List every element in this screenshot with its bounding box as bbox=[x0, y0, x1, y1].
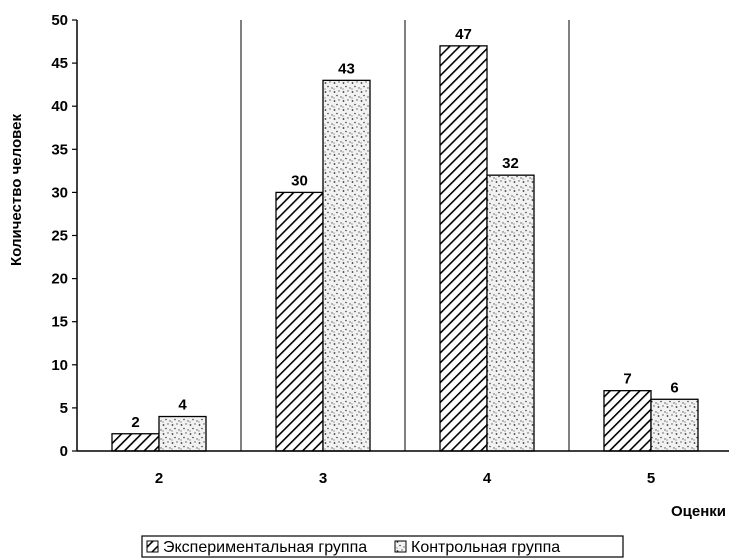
x-axis-title: Оценки bbox=[671, 503, 726, 520]
y-tick-label: 20 bbox=[51, 271, 68, 288]
legend-swatch-experimental bbox=[146, 540, 159, 553]
x-tick-label: 5 bbox=[647, 470, 655, 487]
legend: Экспериментальная группа Контрольная гру… bbox=[141, 535, 624, 558]
bar-experimental bbox=[275, 191, 324, 452]
y-tick-label: 35 bbox=[51, 141, 68, 158]
y-tick-label: 50 bbox=[51, 12, 68, 29]
bar-experimental bbox=[603, 390, 652, 452]
y-tick-label: 40 bbox=[51, 98, 68, 115]
data-label: 43 bbox=[338, 60, 355, 77]
y-tick-label: 0 bbox=[60, 443, 68, 460]
category-separators bbox=[240, 20, 570, 451]
y-tick-label: 30 bbox=[51, 184, 68, 201]
data-label: 47 bbox=[455, 26, 472, 43]
x-tick-label: 2 bbox=[155, 470, 163, 487]
bar-experimental bbox=[111, 433, 160, 452]
bar-control bbox=[322, 79, 371, 452]
y-tick-label: 25 bbox=[51, 228, 68, 245]
legend-box bbox=[141, 535, 624, 558]
bar-control bbox=[650, 398, 699, 452]
y-axis-title: Количество человек bbox=[8, 114, 25, 266]
bars bbox=[111, 45, 699, 452]
x-tick-label: 4 bbox=[483, 470, 492, 487]
x-tick-label: 3 bbox=[319, 470, 327, 487]
y-tick-label: 10 bbox=[51, 357, 68, 374]
y-tick-label: 45 bbox=[51, 55, 68, 72]
data-label: 6 bbox=[670, 379, 678, 396]
data-label: 7 bbox=[623, 371, 631, 388]
data-label: 2 bbox=[131, 414, 139, 431]
bar-control bbox=[158, 415, 207, 452]
x-axis-ticks: 2 3 4 5 bbox=[155, 470, 655, 487]
bar-control bbox=[486, 174, 535, 452]
y-tick-label: 15 bbox=[51, 314, 68, 331]
bar-experimental bbox=[439, 45, 488, 452]
legend-label-control: Контрольная группа bbox=[411, 539, 560, 556]
y-tick-label: 5 bbox=[60, 400, 68, 417]
data-label: 30 bbox=[291, 172, 308, 189]
data-labels: 2 4 30 43 47 32 7 6 bbox=[131, 26, 678, 431]
data-label: 32 bbox=[502, 155, 519, 172]
legend-swatch-control bbox=[394, 540, 407, 553]
y-axis-ticks: 0 5 10 15 20 25 30 35 40 45 50 bbox=[51, 12, 77, 460]
legend-label-experimental: Экспериментальная группа bbox=[163, 539, 367, 556]
data-label: 4 bbox=[178, 397, 187, 414]
